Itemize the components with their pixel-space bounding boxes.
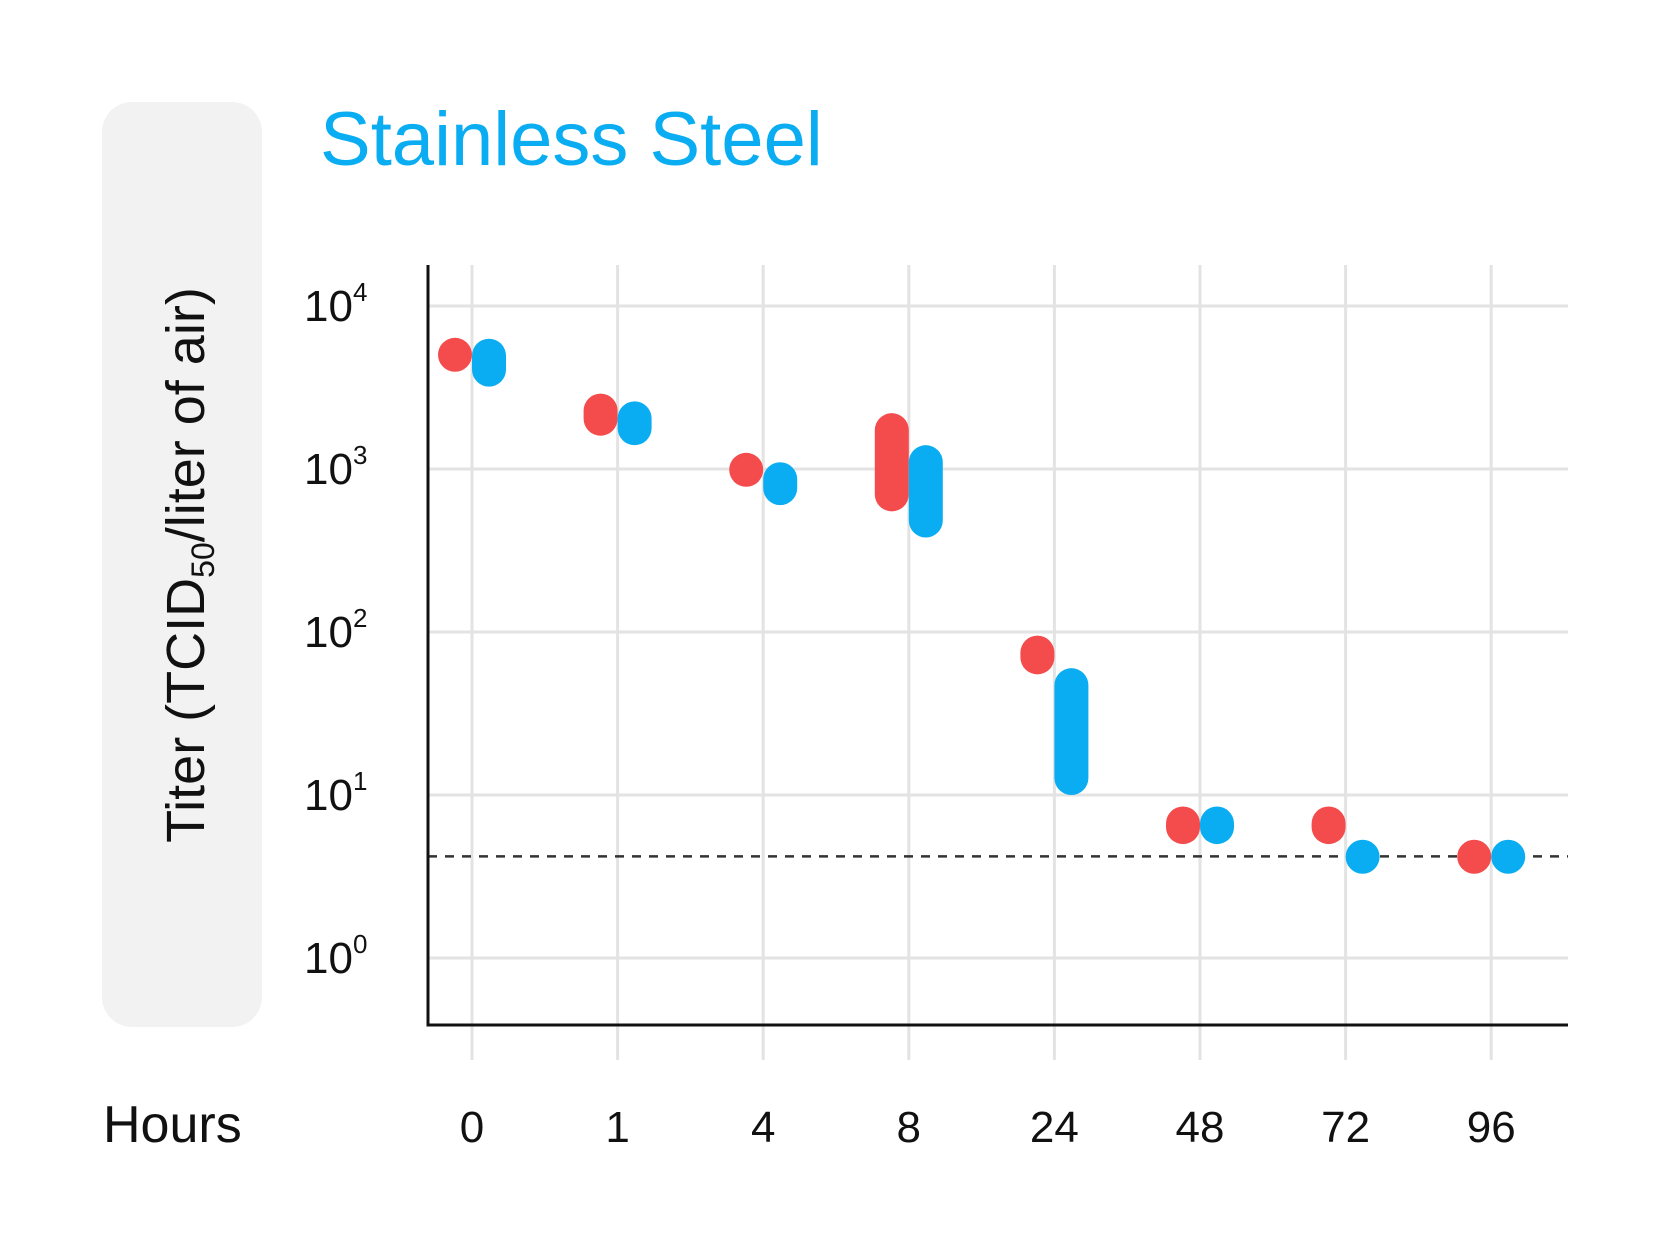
series-blue-bar (1345, 839, 1380, 874)
x-tick-label: 8 (897, 1103, 921, 1152)
grid (428, 265, 1568, 1060)
series-red-bar (1457, 839, 1492, 874)
y-tick-label: 103 (304, 440, 367, 494)
y-tick-label: 102 (304, 603, 367, 657)
ylabel-prefix: Titer (156, 722, 216, 843)
x-tick-label: 4 (751, 1103, 775, 1152)
axes (426, 265, 1568, 1027)
ylabel-main: TCID (156, 578, 216, 704)
series-blue-bar (472, 338, 506, 387)
series-red-bar (729, 452, 764, 487)
x-tick-label: 72 (1321, 1103, 1370, 1152)
x-axis-label: Hours (103, 1096, 242, 1154)
series-red-bar (583, 393, 618, 436)
series-red-bar (1311, 806, 1346, 845)
series-red-bar (1020, 635, 1055, 675)
x-ticks: 0 1 4 8 24 48 72 96 (460, 1103, 1516, 1152)
y-tick-label: 101 (304, 766, 367, 820)
y-tick-label: 100 (304, 929, 367, 983)
x-tick-label: 96 (1467, 1103, 1516, 1152)
range-bars (438, 337, 1526, 874)
series-red-bar (874, 413, 909, 512)
svg-text:Titer (TCID50/liter of air): Titer (TCID50/liter of air) (156, 287, 221, 843)
series-red-bar (1166, 806, 1200, 845)
x-tick-label: 24 (1030, 1103, 1079, 1152)
series-blue-bar (763, 462, 798, 506)
y-ticks: 100 101 102 103 104 (304, 277, 367, 983)
series-blue-bar (908, 445, 943, 538)
ylabel-panel (102, 102, 262, 1027)
series-blue-bar (1200, 806, 1234, 845)
ylabel-suffix: /liter of air (156, 305, 216, 542)
y-tick-label: 104 (304, 277, 367, 331)
ylabel-open-paren: ( (156, 704, 216, 722)
series-blue-bar (1491, 839, 1526, 874)
series-blue-bar (1054, 668, 1089, 795)
ylabel-subscript: 50 (185, 542, 221, 578)
y-axis-label: Titer (TCID50/liter of air) (156, 287, 221, 843)
chart-title: Stainless Steel (320, 97, 823, 182)
x-tick-label: 48 (1176, 1103, 1225, 1152)
series-red-bar (438, 337, 472, 372)
x-tick-label: 0 (460, 1103, 484, 1152)
ylabel-close-paren: ) (156, 287, 216, 305)
series-blue-bar (617, 401, 652, 446)
x-tick-label: 1 (605, 1103, 629, 1152)
